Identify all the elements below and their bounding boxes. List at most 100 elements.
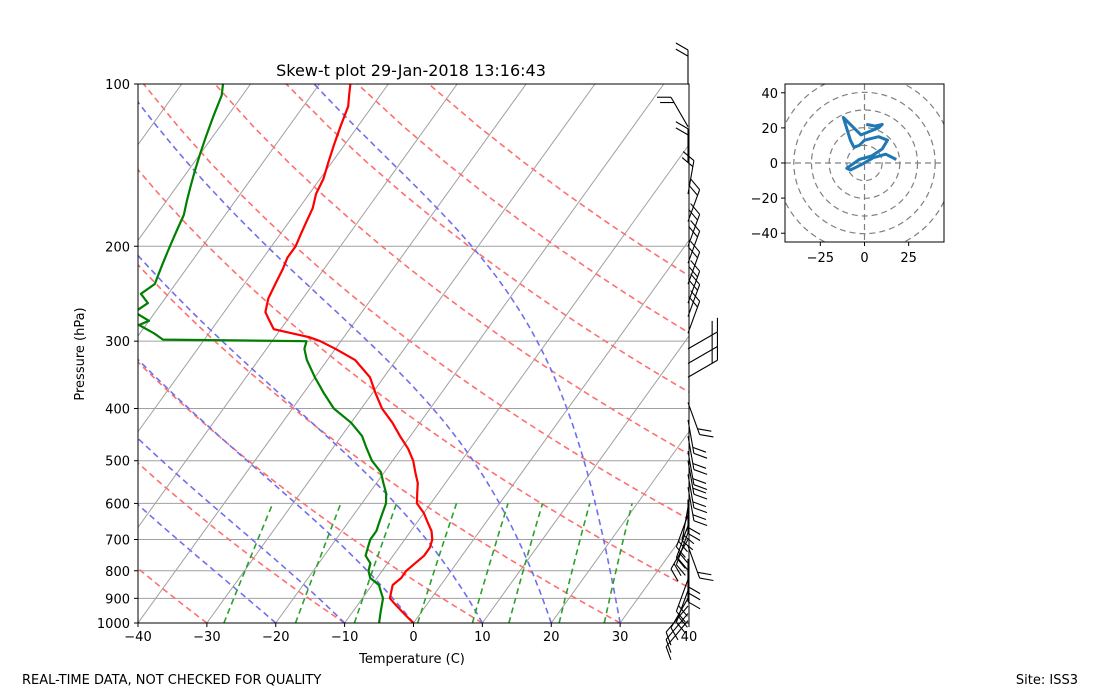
wind-barb [687, 203, 701, 247]
barb-flag [688, 279, 698, 291]
hodograph-y-label: 40 [761, 87, 778, 102]
wind-barb [665, 620, 689, 661]
wind-barb [687, 451, 708, 490]
y-tick-label: 400 [105, 403, 130, 418]
mixing-ratio-line [508, 503, 544, 623]
wind-barbs [657, 42, 718, 661]
mixing-ratio-line [223, 503, 274, 623]
hodograph-area [785, 84, 944, 242]
barb-flag [690, 240, 701, 253]
barb-flag [688, 246, 698, 259]
wind-barb [665, 605, 689, 646]
barb-flag [665, 631, 672, 646]
barb-flag [690, 290, 701, 302]
background-lines [0, 84, 689, 623]
barb-flag [678, 605, 688, 617]
x-tick-label: 10 [474, 630, 491, 645]
hodograph-x-label: −25 [807, 251, 834, 266]
barb-flag [692, 478, 707, 484]
isotherm-line [0, 84, 44, 623]
wind-barb [687, 567, 701, 610]
x-tick-label: −10 [331, 630, 358, 645]
sounding-traces [138, 84, 434, 623]
wind-barb [687, 290, 701, 334]
isotherm-line [550, 430, 689, 623]
barb-flag [693, 469, 708, 475]
hodograph-y-label: −20 [751, 192, 778, 207]
barb-flag [675, 610, 686, 623]
barb-flag [670, 627, 679, 641]
moist-adiabat [138, 437, 346, 623]
chart-title: Skew-t plot 29-Jan-2018 13:16:43 [276, 61, 546, 80]
barb-shaft [687, 545, 701, 579]
isotherm-line [0, 84, 113, 623]
barb-shaft [687, 301, 701, 334]
barb-flag [687, 601, 701, 610]
dewpoint-trace [138, 84, 388, 623]
hodograph: −25 0 25 40 20 0 −20 −40 [751, 83, 945, 266]
barb-shaft [687, 359, 718, 378]
x-tick-label: 20 [543, 630, 560, 645]
barb-flag [692, 463, 707, 469]
wind-barb [681, 151, 695, 195]
barb-flag [687, 586, 701, 595]
barb-flag [697, 571, 712, 576]
mixing-ratio-line [294, 503, 342, 623]
x-tick-label: −30 [193, 630, 220, 645]
wind-barb [687, 178, 701, 222]
y-tick-label: 300 [105, 335, 130, 350]
wind-barb [687, 402, 714, 438]
barb-flag [675, 121, 689, 130]
y-tick-label: 600 [105, 497, 130, 512]
dry-adiabat [138, 360, 483, 623]
wind-barb [670, 539, 689, 582]
mixing-ratio-line [471, 503, 509, 623]
y-axis-label: Pressure (hPa) [73, 307, 88, 400]
barb-flag [681, 540, 694, 551]
hodograph-y-label: 0 [770, 157, 778, 172]
site-label: Site: ISS3 [1015, 673, 1078, 688]
barb-flag [693, 484, 708, 490]
wind-barb [675, 42, 689, 84]
dry-adiabat [356, 84, 689, 334]
isotherm-line [688, 622, 689, 623]
barb-flag [673, 563, 682, 577]
dry-adiabat [428, 84, 689, 277]
dry-adiabat [138, 461, 346, 623]
x-tick-label: −40 [124, 630, 151, 645]
y-tick-label: 900 [105, 592, 130, 607]
barb-flag [688, 225, 698, 238]
isotherm-line [413, 239, 689, 623]
barb-flag [688, 184, 698, 196]
x-tick-label: −20 [262, 630, 289, 645]
barb-flag [688, 295, 698, 308]
isotherm-line [481, 335, 689, 623]
barb-flag [665, 639, 672, 653]
isotherm-line [206, 84, 596, 623]
barb-shaft [687, 284, 701, 317]
barb-shaft [665, 605, 689, 633]
y-tick-label: 1000 [97, 617, 130, 632]
y-tick-label: 700 [105, 534, 130, 549]
barb-flag [699, 433, 714, 438]
moist-adiabat [313, 84, 621, 623]
barb-shaft [670, 539, 689, 570]
barb-flag [693, 507, 708, 514]
barb-flag [693, 520, 708, 527]
wind-barb [687, 317, 718, 350]
isotherm-line [138, 84, 251, 242]
wind-barb [687, 460, 708, 500]
dry-adiabat [285, 84, 689, 394]
barb-shaft [687, 189, 701, 222]
barb-flag [690, 203, 701, 215]
wind-barb [687, 220, 701, 264]
barb-flag [665, 646, 672, 661]
wind-barb [687, 435, 708, 475]
isotherm-line [138, 84, 458, 529]
barb-flag [678, 616, 688, 628]
barb-shaft [687, 214, 701, 247]
y-tick-label: 100 [105, 78, 130, 93]
barb-flag [675, 42, 689, 51]
barb-flag [682, 151, 695, 161]
isotherm-line [138, 84, 320, 337]
